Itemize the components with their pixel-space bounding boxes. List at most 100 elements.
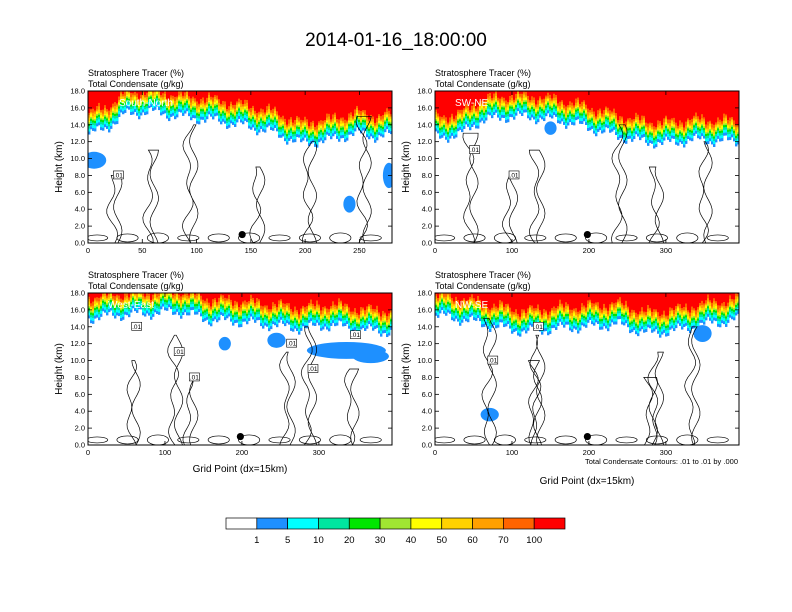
tracer-column — [334, 91, 337, 113]
tracer-column — [230, 293, 233, 300]
tracer-column — [284, 293, 287, 304]
tracer-column — [479, 91, 482, 102]
x-tick-label: 50 — [138, 246, 146, 255]
tracer-column — [290, 91, 293, 118]
contour-label: .01 — [351, 332, 360, 339]
tracer-column — [114, 293, 117, 297]
y-tick-label: 0.0 — [75, 441, 85, 450]
tracer-column — [308, 293, 311, 303]
tracer-column — [378, 293, 381, 313]
y-tick-label: 16.0 — [417, 103, 432, 112]
tracer-column — [200, 91, 203, 100]
tracer-column — [178, 293, 181, 295]
tracer-column — [246, 91, 249, 100]
tracer-blob — [343, 195, 356, 213]
contour-line — [611, 124, 628, 243]
tracer-column — [214, 91, 217, 96]
tracer-column — [713, 91, 716, 125]
tracer-column — [437, 91, 440, 114]
y-tick-label: 18.0 — [70, 87, 85, 96]
tracer-column — [437, 293, 440, 298]
tracer-column — [326, 293, 329, 309]
tracer-column — [88, 91, 91, 113]
tracer-column — [176, 293, 179, 295]
tracer-blob — [382, 162, 392, 189]
tracer-column — [435, 293, 438, 297]
tracer-column — [346, 91, 349, 121]
tracer-column — [719, 91, 722, 120]
tracer-column — [112, 293, 115, 296]
panel-2: .01.010.02.04.06.08.010.012.014.016.018.… — [401, 68, 740, 255]
tracer-column — [218, 293, 221, 298]
tracer-column — [559, 91, 562, 102]
tracer-column — [489, 91, 492, 94]
contour-line — [88, 234, 109, 242]
tracer-column — [274, 293, 277, 304]
contour-label: .01 — [190, 374, 199, 381]
tracer-column — [445, 293, 448, 297]
tracer-column — [126, 293, 129, 299]
panel-label-tracer: Stratosphere Tracer (%) — [88, 68, 184, 78]
tracer-column — [120, 293, 123, 299]
tracer-column — [481, 293, 484, 308]
tracer-column — [288, 293, 291, 304]
tracer-column — [729, 91, 732, 118]
tracer-column — [138, 91, 141, 99]
tracer-column — [469, 293, 472, 298]
tracer-column — [471, 293, 474, 295]
tracer-column — [386, 293, 389, 317]
tracer-column — [557, 91, 560, 104]
tracer-column — [172, 91, 175, 96]
tracer-column — [142, 91, 145, 97]
contour-label: .01 — [132, 324, 141, 331]
tracer-column — [671, 91, 674, 119]
tracer-column — [232, 293, 235, 306]
tracer-column — [709, 91, 712, 121]
tracer-column — [483, 91, 486, 102]
tracer-column — [338, 91, 341, 120]
tracer-column — [699, 91, 702, 120]
tracer-column — [146, 91, 149, 97]
tracer-column — [114, 91, 117, 103]
tracer-column — [525, 91, 528, 96]
tracer-column — [685, 91, 688, 122]
x-tick-label: 0 — [86, 246, 90, 255]
tracer-column — [262, 91, 265, 110]
tracer-column — [477, 293, 480, 301]
tracer-column — [703, 91, 706, 118]
tracer-column — [280, 293, 283, 300]
y-tick-label: 10.0 — [70, 154, 85, 163]
tracer-column — [639, 91, 642, 121]
tracer-column — [302, 293, 305, 306]
tracer-column — [344, 91, 347, 120]
tracer-column — [551, 91, 554, 99]
panel-label-condensate: Total Condensate (g/kg) — [88, 281, 184, 291]
tracer-column — [368, 91, 371, 120]
tracer-column — [435, 293, 438, 295]
tracer-column — [579, 91, 582, 104]
tracer-column — [599, 91, 602, 109]
tracer-column — [130, 91, 133, 93]
tracer-column — [90, 91, 93, 110]
tracer-column — [192, 293, 195, 297]
tracer-column — [176, 91, 179, 97]
tracer-column — [156, 293, 159, 298]
contour-line — [344, 368, 360, 445]
contour-label-box — [508, 170, 520, 180]
tracer-column — [216, 91, 219, 96]
tracer-column — [132, 293, 135, 297]
tracer-column — [208, 91, 211, 93]
tracer-column — [380, 293, 383, 317]
tracer-column — [356, 293, 359, 314]
tracer-column — [168, 293, 171, 295]
tracer-column — [495, 91, 498, 94]
tracer-column — [126, 293, 129, 296]
contour-line — [177, 436, 200, 444]
y-tick-label: 4.0 — [75, 205, 85, 214]
tracer-column — [507, 91, 510, 102]
tracer-column — [228, 293, 231, 295]
tracer-column — [94, 293, 97, 298]
plot-frame — [87, 292, 393, 446]
tracer-column — [547, 91, 550, 93]
tracer-field — [88, 293, 392, 364]
